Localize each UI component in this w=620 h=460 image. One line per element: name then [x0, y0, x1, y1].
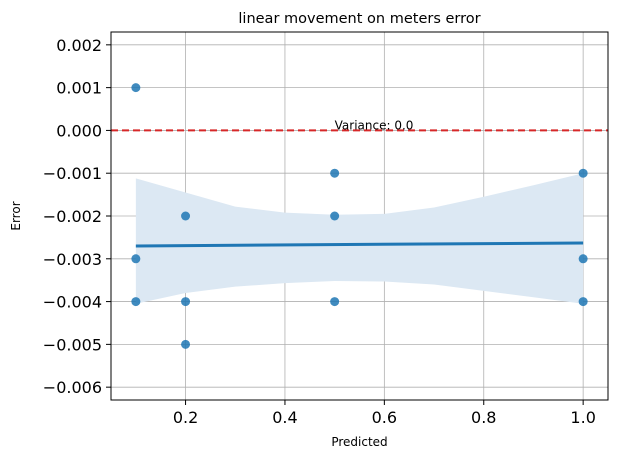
y-tick-label: −0.005: [43, 335, 102, 354]
y-tick-label: 0.000: [56, 121, 102, 140]
data-point: [131, 83, 141, 93]
data-point: [181, 297, 191, 307]
y-tick-label: −0.001: [43, 164, 102, 183]
x-tick-label: 0.4: [272, 408, 297, 427]
variance-annotation: Variance: 0.0: [335, 118, 414, 132]
data-point: [330, 168, 340, 178]
y-axis-ticks: 0.002 0.001 0.000 −0.001 −0.002 −0.003 −0.004 −…: [43, 36, 111, 397]
x-tick-label: 0.8: [471, 408, 496, 427]
y-tick-label: 0.001: [56, 79, 102, 98]
data-point: [131, 297, 141, 307]
x-tick-label: 0.6: [372, 408, 397, 427]
data-point: [181, 339, 191, 349]
annotation-layer: Variance: 0.0: [335, 118, 414, 132]
data-point: [131, 254, 141, 264]
data-point: [578, 168, 588, 178]
y-tick-label: −0.003: [43, 250, 102, 269]
y-tick-label: −0.006: [43, 378, 102, 397]
y-tick-label: 0.002: [56, 36, 102, 55]
x-axis-label: Predicted: [331, 435, 387, 449]
x-tick-label: 1.0: [570, 408, 595, 427]
confidence-band-layer: [135, 173, 584, 304]
y-tick-label: −0.004: [43, 293, 102, 312]
regression-line: [135, 241, 584, 248]
chart-title: linear movement on meters error: [238, 11, 480, 27]
confidence-band: [135, 173, 584, 304]
data-point: [330, 211, 340, 221]
x-tick-label: 0.2: [173, 408, 198, 427]
regression-line-layer: [135, 241, 584, 248]
data-point: [578, 297, 588, 307]
points-layer: [131, 83, 588, 349]
y-axis-label: Error: [9, 201, 23, 230]
data-point: [181, 211, 191, 221]
data-point: [578, 254, 588, 264]
data-point: [330, 297, 340, 307]
y-tick-label: −0.002: [43, 207, 102, 226]
x-axis-ticks: 0.2 0.4 0.6 0.8 1.0: [173, 400, 596, 427]
